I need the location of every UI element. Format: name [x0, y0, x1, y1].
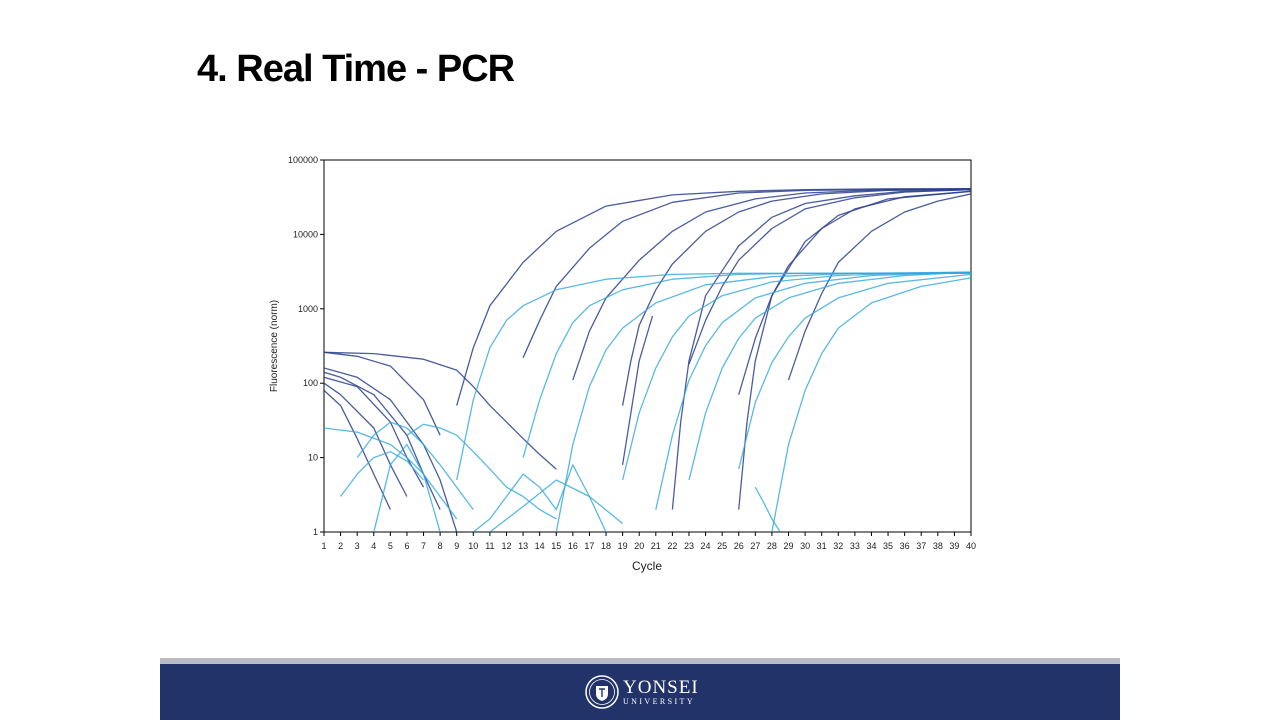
x-tick-label: 11 — [485, 541, 494, 551]
x-tick-label: 24 — [701, 541, 711, 551]
series-line-light — [489, 479, 624, 532]
x-tick-label: 10 — [468, 541, 478, 551]
x-tick-label: 6 — [404, 541, 409, 551]
series-line-dark — [671, 188, 971, 510]
footer-divider — [160, 658, 1120, 664]
x-tick-label: 33 — [850, 541, 860, 551]
y-tick-label: 1000 — [298, 304, 318, 314]
x-tick-label: 19 — [618, 541, 628, 551]
x-tick-label: 34 — [866, 541, 876, 551]
x-tick-label: 35 — [883, 541, 893, 551]
series-line-dark — [688, 188, 971, 365]
series-line-light — [406, 423, 557, 520]
slide-title: 4. Real Time - PCR — [197, 48, 515, 90]
x-tick-label: 13 — [518, 541, 528, 551]
x-tick-label: 8 — [438, 541, 443, 551]
series-line-light — [621, 271, 971, 481]
x-tick-label: 1 — [321, 541, 326, 551]
x-tick-label: 16 — [568, 541, 578, 551]
x-tick-label: 20 — [634, 541, 644, 551]
series-line-light — [356, 421, 474, 510]
x-tick-label: 12 — [501, 541, 511, 551]
x-tick-label: 4 — [371, 541, 376, 551]
series-line-light — [340, 451, 424, 497]
x-tick-label: 5 — [388, 541, 393, 551]
plot-area — [323, 159, 972, 533]
series-line-dark — [324, 367, 458, 532]
series-line-dark — [324, 351, 441, 436]
x-tick-label: 21 — [651, 541, 661, 551]
series-line-light — [555, 271, 971, 532]
x-tick-label: 39 — [949, 541, 959, 551]
x-tick-label: 3 — [355, 541, 360, 551]
x-tick-label: 38 — [933, 541, 943, 551]
y-tick-label: 100 — [303, 378, 318, 388]
logo-subtitle: UNIVERSITY — [623, 696, 695, 706]
series-line-dark — [522, 188, 971, 358]
x-tick-label: 37 — [916, 541, 926, 551]
series-line-dark — [572, 188, 971, 381]
y-tick-label: 10 — [308, 453, 318, 463]
series-line-light — [738, 273, 971, 470]
series-line-light — [771, 277, 971, 532]
series-layer — [324, 188, 971, 532]
series-line-dark — [324, 389, 391, 510]
x-tick-label: 23 — [684, 541, 694, 551]
series-line-dark — [738, 190, 971, 510]
x-tick-label: 14 — [535, 541, 545, 551]
x-tick-label: 25 — [717, 541, 727, 551]
series-line-dark — [738, 190, 971, 395]
x-tick-label: 22 — [667, 541, 677, 551]
x-tick-label: 36 — [900, 541, 910, 551]
y-tick-label: 1 — [313, 527, 318, 537]
x-tick-label: 9 — [454, 541, 459, 551]
x-tick-label: 40 — [966, 541, 976, 551]
x-tick-label: 7 — [421, 541, 426, 551]
series-line-dark — [324, 382, 408, 497]
series-line-light — [688, 271, 971, 481]
series-line-light — [472, 464, 607, 532]
x-tick-label: 27 — [750, 541, 760, 551]
logo-name: YONSEI — [623, 676, 699, 698]
axes-layer: 1 2 3 4 5 6 7 8 9 10 11 12 13 14 15 16 17 18 19 20 21 22 23 24 2… — [288, 155, 976, 551]
x-tick-label: 18 — [601, 541, 611, 551]
x-tick-label: 30 — [800, 541, 810, 551]
series-line-dark — [621, 188, 971, 406]
series-line-dark — [456, 188, 971, 406]
y-axis-label: Fluorescence (norm) — [269, 300, 280, 392]
series-line-light — [754, 486, 781, 532]
x-tick-label: 15 — [551, 541, 561, 551]
x-tick-label: 28 — [767, 541, 777, 551]
series-line-light — [373, 443, 441, 532]
x-tick-label: 26 — [734, 541, 744, 551]
footer-bar: YONSEI UNIVERSITY — [160, 664, 1120, 720]
series-line-light — [655, 271, 971, 510]
series-line-dark — [324, 351, 557, 470]
series-line-light — [522, 272, 971, 458]
pcr-amplification-chart: 1 2 3 4 5 6 7 8 9 10 11 12 13 14 15 16 17 18 19 20 21 22 23 24 2… — [269, 155, 976, 573]
x-tick-label: 31 — [817, 541, 827, 551]
y-tick-label: 10000 — [293, 229, 318, 239]
x-axis-label: Cycle — [632, 559, 662, 573]
series-line-light — [324, 427, 458, 520]
university-logo: YONSEI UNIVERSITY — [585, 674, 699, 710]
series-line-dark — [324, 371, 441, 510]
crest-icon — [585, 675, 619, 709]
x-tick-label: 17 — [584, 541, 594, 551]
x-tick-label: 2 — [338, 541, 343, 551]
series-line-dark — [787, 193, 971, 381]
x-tick-label: 32 — [833, 541, 843, 551]
y-tick-label: 100000 — [288, 155, 318, 165]
x-tick-label: 29 — [784, 541, 794, 551]
series-line-dark — [621, 315, 654, 465]
